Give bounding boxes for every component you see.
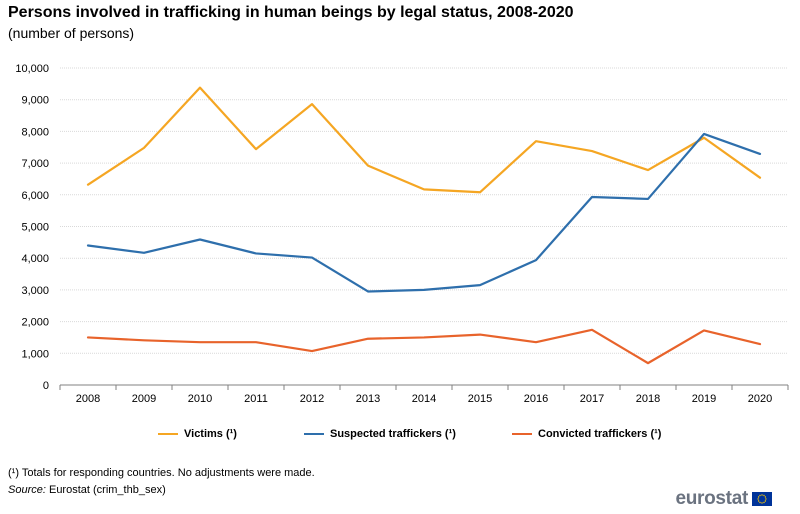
y-tick-label: 1,000: [21, 348, 49, 360]
series-line-suspected-traffickers: [86, 132, 762, 293]
legend-item-victims: Victims (¹): [158, 428, 237, 440]
eu-flag-icon: [752, 492, 772, 506]
x-tick-label: 2009: [132, 393, 156, 405]
legend-label-convicted: Convicted traffickers (¹): [538, 428, 662, 440]
x-tick-label: 2008: [76, 393, 100, 405]
x-tick-label: 2010: [188, 393, 212, 405]
legend-swatch-convicted: [512, 433, 532, 435]
x-tick-label: 2012: [300, 393, 324, 405]
source-note: Source: Eurostat (crim_thb_sex): [8, 484, 166, 496]
legend-item-suspected: Suspected traffickers (¹): [304, 428, 456, 440]
legend: Victims (¹) Suspected traffickers (¹) Co…: [0, 428, 800, 444]
y-tick-label: 7,000: [21, 158, 49, 170]
y-tick-label: 10,000: [15, 63, 49, 75]
eurostat-logo-text: eurostat: [675, 488, 748, 509]
y-tick-label: 5,000: [21, 222, 49, 234]
y-tick-label: 0: [43, 380, 49, 392]
legend-label-suspected: Suspected traffickers (¹): [330, 428, 456, 440]
y-tick-label: 9,000: [21, 95, 49, 107]
chart-subtitle: (number of persons): [8, 25, 135, 41]
x-tick-label: 2015: [468, 393, 492, 405]
series-line-convicted-traffickers: [86, 328, 762, 365]
y-tick-label: 2,000: [21, 317, 49, 329]
footnote: (¹) Totals for responding countries. No …: [8, 467, 315, 479]
x-tick-label: 2018: [636, 393, 660, 405]
source-label: Source:: [8, 484, 46, 496]
eurostat-logo: eurostat: [675, 488, 772, 510]
y-tick-label: 6,000: [21, 190, 49, 202]
x-tick-label: 2017: [580, 393, 604, 405]
y-tick-label: 3,000: [21, 285, 49, 297]
y-tick-label: 4,000: [21, 253, 49, 265]
chart-title: Persons involved in trafficking in human…: [8, 4, 574, 21]
x-tick-label: 2013: [356, 393, 380, 405]
series-line-victims: [86, 86, 762, 194]
y-tick-label: 8,000: [21, 126, 49, 138]
source-text: Eurostat (crim_thb_sex): [45, 484, 166, 496]
line-chart: 0 1,000 2,000 3,000 4,000 5,000 6,000 7,000 8,00…: [15, 63, 789, 405]
x-tick-label: 2014: [412, 393, 436, 405]
legend-item-convicted: Convicted traffickers (¹): [512, 428, 661, 440]
x-tick-label: 2011: [244, 393, 268, 405]
legend-label-victims: Victims (¹): [184, 428, 237, 440]
x-tick-label: 2019: [692, 393, 716, 405]
x-tick-label: 2016: [524, 393, 548, 405]
legend-swatch-suspected: [304, 433, 324, 435]
x-tick-label: 2020: [748, 393, 772, 405]
legend-swatch-victims: [158, 433, 178, 435]
